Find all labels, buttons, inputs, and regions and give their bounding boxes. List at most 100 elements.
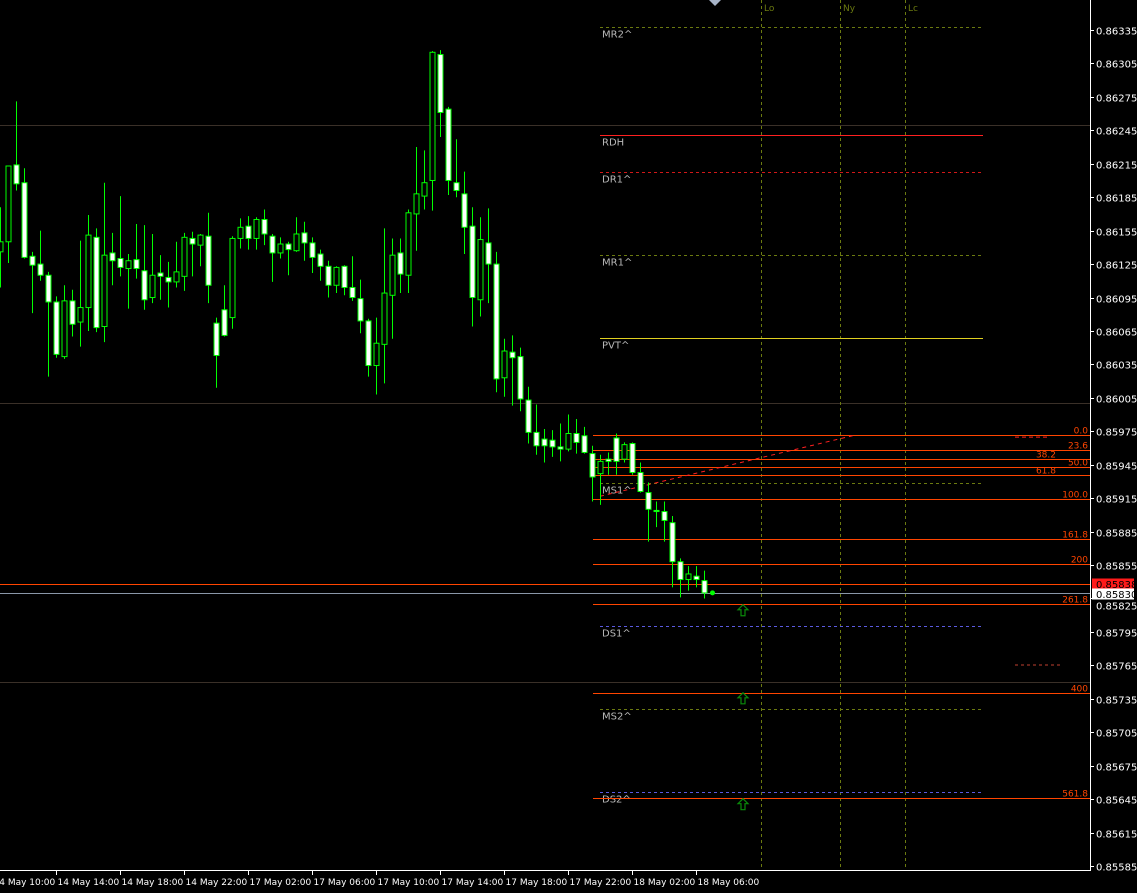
- bear-candle: [701, 580, 708, 594]
- ask-price-box: [1092, 578, 1134, 590]
- bear-candle: [653, 509, 660, 513]
- bear-candle: [261, 218, 268, 235]
- bear-candle: [557, 446, 564, 450]
- bear-candle: [165, 276, 172, 283]
- price-tick-label: 0.85615: [1096, 830, 1137, 841]
- price-tick-label: 0.85735: [1096, 696, 1137, 707]
- bull-candle: [77, 307, 84, 323]
- ask-price-label: 0.85838: [1096, 580, 1137, 591]
- bear-candle: [309, 242, 316, 258]
- bear-candle: [109, 252, 116, 262]
- bear-candle: [341, 265, 348, 288]
- fib-level-label: 200: [1071, 556, 1088, 566]
- bear-candle: [189, 237, 196, 245]
- time-tick-label: 17 May 10:00: [378, 878, 440, 888]
- pivot-label: MS1^: [602, 486, 632, 497]
- bull-candle: [405, 212, 412, 276]
- fib-level-label: 561.8: [1062, 790, 1088, 800]
- fib-level-label: 50.0: [1068, 459, 1088, 469]
- bear-candle: [365, 320, 372, 367]
- bull-candle: [0, 241, 4, 253]
- bull-candle: [597, 460, 604, 475]
- bear-candle: [469, 225, 476, 299]
- time-tick-label: 14 May 18:00: [122, 878, 184, 888]
- pivot-label: MR2^: [602, 30, 632, 41]
- time-tick-label: 17 May 06:00: [314, 878, 376, 888]
- time-tick-label: 17 May 22:00: [570, 878, 632, 888]
- bull-candle: [477, 239, 484, 301]
- signal-arrows: [736, 603, 750, 811]
- bear-candle: [13, 164, 20, 185]
- bull-candle: [429, 51, 436, 181]
- bear-candle: [157, 272, 164, 277]
- price-tick-label: 0.86185: [1096, 194, 1137, 205]
- bull-candle: [173, 271, 180, 283]
- bear-candle: [221, 309, 228, 336]
- bear-candle: [45, 274, 52, 303]
- pivot-label: DR1^: [602, 175, 631, 186]
- time-tick-label: 14 May 22:00: [186, 878, 248, 888]
- bear-candle: [589, 453, 596, 478]
- bull-candle: [381, 292, 388, 345]
- price-tick-label: 0.85705: [1096, 729, 1137, 740]
- bear-candle: [69, 300, 76, 325]
- chart-shift-marker-icon[interactable]: [709, 0, 721, 6]
- bull-candle: [501, 350, 508, 379]
- price-tick-label: 0.86065: [1096, 328, 1137, 339]
- bear-candle: [21, 182, 28, 258]
- price-tick-label: 0.86005: [1096, 395, 1137, 406]
- bear-candle: [397, 252, 404, 275]
- pivot-label: DS1^: [602, 629, 631, 640]
- bull-candle: [333, 266, 340, 286]
- pivot-label: PVT^: [602, 341, 629, 352]
- pivot-label: DS2^: [602, 795, 631, 806]
- bear-candle: [301, 232, 308, 244]
- price-tick-label: 0.85885: [1096, 529, 1137, 540]
- bear-candle: [285, 243, 292, 251]
- pivot-levels: MR2^ RDH DR1^ MR1^ PVT^ MS1^ DS1^ MS2^ DS2^: [600, 27, 983, 806]
- price-tick-label: 0.86275: [1096, 94, 1137, 105]
- bear-candle: [509, 351, 516, 359]
- bear-candle: [93, 236, 100, 329]
- fibonacci-retracement[interactable]: 0.0 23.6 38.2 50.0 61.8 100.0 161.8 200 261.8 400…: [593, 427, 1090, 800]
- bear-candle: [533, 431, 540, 447]
- price-tick-label: 0.85825: [1096, 602, 1137, 613]
- price-axis[interactable]: 0.86335 0.86305 0.86275 0.86245 0.86215 0.861…: [1090, 27, 1137, 874]
- bull-candle: [197, 234, 204, 246]
- bear-candle: [133, 259, 140, 270]
- bear-candle: [269, 235, 276, 254]
- time-tick-label: 17 May 02:00: [250, 878, 312, 888]
- current-price-dot: [710, 590, 715, 596]
- bear-candle: [581, 435, 588, 453]
- bull-candle: [565, 433, 572, 450]
- bear-candle: [677, 561, 684, 581]
- price-tick-label: 0.86095: [1096, 295, 1137, 306]
- fib-level-label: 61.8: [1036, 467, 1056, 477]
- bear-candle: [213, 322, 220, 356]
- bull-candle: [125, 260, 132, 270]
- bear-candle: [357, 298, 364, 322]
- bull-candle: [621, 444, 628, 460]
- price-tick-label: 0.85645: [1096, 796, 1137, 807]
- bear-candle: [693, 575, 700, 581]
- bear-candle: [541, 438, 548, 447]
- price-tick-label: 0.85915: [1096, 495, 1137, 506]
- bear-candle: [645, 492, 652, 510]
- up-arrow-icon: [736, 797, 750, 811]
- pivot-label: MS2^: [602, 712, 632, 723]
- bull-candle: [685, 573, 692, 581]
- bear-candle: [53, 301, 60, 355]
- bear-candle: [141, 270, 148, 301]
- bear-candle: [325, 265, 332, 286]
- price-tick-label: 0.86155: [1096, 228, 1137, 239]
- bear-candle: [605, 458, 612, 462]
- bear-candle: [453, 182, 460, 192]
- bull-candle: [85, 234, 92, 309]
- fib-level-label: 23.6: [1068, 442, 1088, 452]
- bear-candle: [549, 439, 556, 448]
- fib-level-label: 400: [1071, 685, 1088, 695]
- fib-level-label: 0.0: [1074, 427, 1089, 437]
- fib-level-label: 38.2: [1036, 451, 1056, 461]
